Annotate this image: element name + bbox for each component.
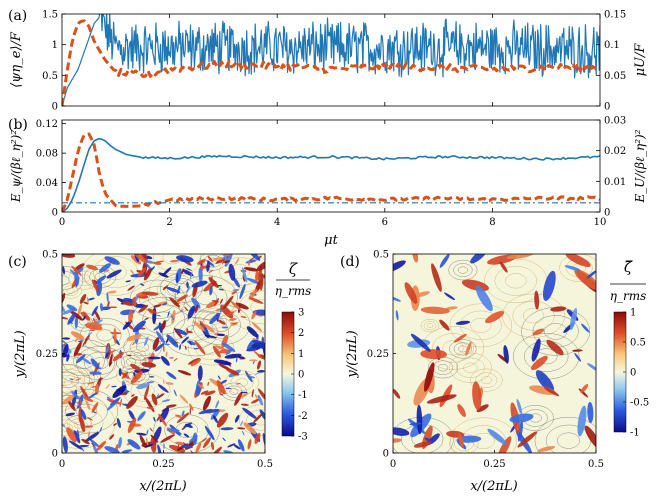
colorbar-tick-c: -2 xyxy=(298,411,308,422)
tick-label-b-left: 0.08 xyxy=(36,149,58,160)
tick-label-b-x: 4 xyxy=(274,217,280,228)
tick-label-b-left: 0.12 xyxy=(36,119,58,130)
panel-a: (a) 0 0.5 1 1.5 0 0.05 0.1 0.15 ⟨ψη_e⟩/F μU/F xyxy=(8,8,648,113)
series-line-b-0 xyxy=(62,137,600,212)
tick-label-d-x: 0.25 xyxy=(483,459,505,470)
tick-label-a-right: 0.1 xyxy=(604,40,620,51)
tick-label-b-x: 10 xyxy=(594,217,607,228)
tick-label-c-y: 0.25 xyxy=(36,349,58,360)
panel-c-label: (c) xyxy=(8,254,27,270)
colorbar-d-title: ζ̄ xyxy=(624,258,633,276)
tick-label-a-right: 0.15 xyxy=(604,10,626,21)
tick-label-b-right: 0.01 xyxy=(604,177,626,188)
tick-label-b-x: 2 xyxy=(166,217,172,228)
tick-label-a-left: 0.5 xyxy=(42,71,58,82)
colorbar-d-subtitle: η_rms xyxy=(610,289,646,303)
panel-b-label: (b) xyxy=(8,117,28,133)
tick-label-c-x: 0.5 xyxy=(257,459,273,470)
colorbar-tick-c: 0 xyxy=(298,370,304,381)
series-line-a-0 xyxy=(62,14,600,106)
colorbar-tick-d: 0.5 xyxy=(630,338,646,349)
tick-label-b-right: 0.03 xyxy=(604,116,626,127)
tick-label-a-left: 1.5 xyxy=(42,10,58,21)
tick-label-c-x: 0.25 xyxy=(152,459,174,470)
tick-label-d-x: 0 xyxy=(390,459,396,470)
panel-b-xlabel: μt xyxy=(324,233,338,248)
tick-label-c-y: 0 xyxy=(52,449,58,460)
tick-label-d-y: 0 xyxy=(383,449,389,460)
panel-b-left-ylabel: E_ψ/(βℓ_η²)² xyxy=(9,130,23,204)
colorbar-c-subtitle: η_rms xyxy=(275,284,311,298)
tick-label-c-y: 0.5 xyxy=(42,250,58,261)
colorbar-c-title: ζ xyxy=(289,260,298,278)
tick-label-d-y: 0.5 xyxy=(373,250,389,261)
tick-label-a-left: 1 xyxy=(52,40,58,51)
tick-label-b-left: 0.04 xyxy=(36,178,58,189)
panel-b-frame xyxy=(61,119,601,213)
colorbar-tick-c: 3 xyxy=(298,308,304,319)
colorbar-tick-d: 1 xyxy=(630,308,636,319)
tick-label-b-x: 6 xyxy=(382,217,388,228)
colorbar-tick-c: 1 xyxy=(298,349,304,360)
panel-a-frame xyxy=(61,13,601,107)
panel-b-right-ylabel: E_U/(βℓ_η²)² xyxy=(633,129,647,203)
tick-label-b-x: 0 xyxy=(59,217,65,228)
colorbar-tick-d: -0.5 xyxy=(630,398,649,409)
tick-label-b-x: 8 xyxy=(489,217,495,228)
series-line-a-1 xyxy=(62,19,600,106)
tick-label-d-x: 0.5 xyxy=(588,459,604,470)
panel-c: (c) 0 0.25 0.5 0 0.25 0.5 x/(2πL) y/(2πL) ζ η… xyxy=(8,250,311,495)
panel-c-xlabel: x/(2πL) xyxy=(139,479,186,494)
tick-label-b-right: 0.02 xyxy=(604,146,626,157)
panel-d-ylabel: y/(2πL) xyxy=(345,330,360,378)
tick-label-d-y: 0.25 xyxy=(367,349,389,360)
tick-label-a-right: 0.05 xyxy=(604,71,626,82)
tick-label-c-x: 0 xyxy=(59,459,65,470)
colorbar-tick-c: -1 xyxy=(298,390,308,401)
colorbar-tick-c: 2 xyxy=(298,328,304,339)
panel-d: (d) 0 0.25 0.500.250.5 x/(2πL) y/(2πL) ζ̄ … xyxy=(340,250,649,495)
panel-a-right-ylabel: μU/F xyxy=(633,43,648,77)
colorbar-tick-d: -1 xyxy=(630,428,640,439)
panel-c-ylabel: y/(2πL) xyxy=(13,330,28,378)
tick-label-a-left: 0 xyxy=(52,102,58,113)
panel-d-xlabel: x/(2πL) xyxy=(470,479,517,494)
tick-label-b-left: 0 xyxy=(52,208,58,219)
series-line-b-1 xyxy=(62,132,600,212)
colorbar-tick-d: 0 xyxy=(630,368,636,379)
tick-label-b-right: 0 xyxy=(604,208,610,219)
colorbar-tick-c: -3 xyxy=(298,432,308,443)
panel-a-left-ylabel: ⟨ψη_e⟩/F xyxy=(9,31,24,88)
panel-b: (b) 0 0.04 0.08 0.12 0 0.01 0.02 0.03 0 2 4 6 8 10 E_… xyxy=(8,116,647,249)
tick-label-a-right: 0 xyxy=(604,102,610,113)
panel-d-label: (d) xyxy=(340,254,360,270)
panel-a-label: (a) xyxy=(8,8,27,24)
